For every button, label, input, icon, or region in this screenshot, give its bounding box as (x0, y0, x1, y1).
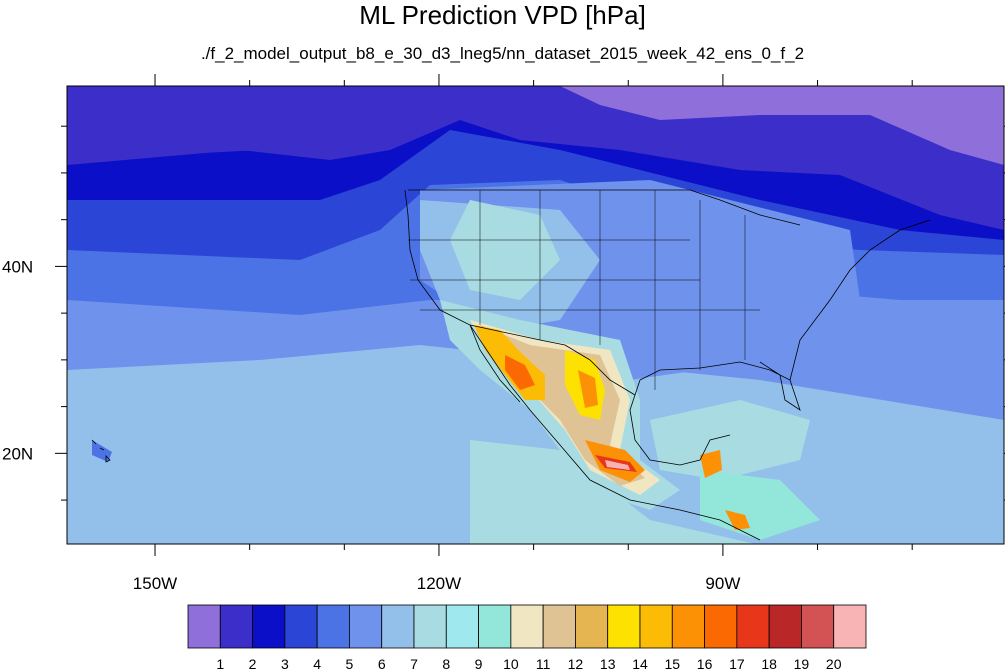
vpd-zone-central-america (725, 510, 750, 530)
colorbar-swatch (349, 604, 383, 649)
colorbar-label: 2 (249, 656, 257, 672)
colorbar-label: 16 (697, 656, 713, 672)
vpd-zone-sonora-core (505, 355, 535, 390)
hawaii-islands (91, 439, 111, 463)
colorbar-swatch (542, 604, 576, 649)
colorbar-swatch (607, 604, 641, 649)
x-tick-label: 120W (417, 574, 461, 593)
vpd-zone-rockies (450, 200, 560, 300)
vpd-zone-central-mexico-peak (605, 460, 630, 470)
colorbar-swatch (736, 604, 770, 649)
colorbar-swatch (445, 604, 479, 649)
coastline-east (789, 219, 931, 381)
vpd-zone-alaska (67, 86, 330, 160)
chart-title: ML Prediction VPD [hPa] (359, 0, 646, 30)
colorbar-swatch (187, 604, 221, 649)
colorbar-swatch (575, 604, 609, 649)
state-lines (408, 190, 760, 390)
colorbar-swatch (639, 604, 673, 649)
vpd-zone-yucatan (700, 450, 722, 478)
map-frame (66, 85, 1005, 545)
colorbar-swatch (413, 604, 447, 649)
colorbar-label: 18 (761, 656, 777, 672)
vpd-zone-caribbean (700, 470, 820, 540)
colorbar-label: 11 (536, 656, 551, 672)
colorbar-label: 13 (600, 656, 616, 672)
coastline-gulf-mexico (629, 379, 731, 466)
colorbar-label: 3 (281, 656, 289, 672)
coastline-west (404, 189, 761, 541)
colorbar-swatch (768, 604, 802, 649)
colorbar-label: 1 (216, 656, 224, 672)
colorbar-label: 12 (568, 656, 584, 672)
y-tick-label: 20N (2, 444, 33, 463)
vpd-zone-chihuahua-core (578, 370, 598, 408)
colorbar-swatch (704, 604, 738, 649)
colorbar-swatch (252, 604, 286, 649)
coastline-gulf (639, 361, 801, 411)
colorbar-swatch (833, 604, 867, 649)
y-tick-label: 40N (2, 257, 33, 276)
coastline-baja (469, 324, 521, 403)
colorbar-swatch (284, 604, 318, 649)
colorbar-label: 5 (346, 656, 354, 672)
border-us-mexico (469, 324, 636, 396)
colorbar-label: 4 (313, 656, 321, 672)
colorbar: 1 2 3 4 5 6 7 8 9 10 11 12 13 14 15 16 17 18 19 20 (187, 604, 867, 672)
colorbar-label: 15 (664, 656, 680, 672)
colorbar-swatch (219, 604, 253, 649)
colorbar-label: 6 (378, 656, 386, 672)
chart-subtitle: ./f_2_model_output_b8_e_30_d3_lneg5/nn_d… (200, 44, 805, 63)
axes: 150W 120W 90W 40N 20N (2, 74, 1005, 593)
colorbar-label: 8 (442, 656, 450, 672)
colorbar-swatch (510, 604, 544, 649)
x-tick-label: 150W (133, 574, 177, 593)
vpd-zone-gulf (650, 400, 810, 480)
coastlines (91, 189, 931, 541)
colorbar-swatch (801, 604, 835, 649)
colorbar-label: 20 (826, 656, 842, 672)
colorbar-label: 9 (475, 656, 483, 672)
colorbar-swatch (671, 604, 705, 649)
colorbar-label: 10 (503, 656, 519, 672)
colorbar-swatch (316, 604, 350, 649)
colorbar-swatch (381, 604, 415, 649)
x-tick-label: 90W (705, 574, 740, 593)
colorbar-swatch (478, 604, 512, 649)
colorbar-label: 7 (410, 656, 418, 672)
colorbar-label: 14 (632, 656, 648, 672)
colorbar-label: 19 (794, 656, 810, 672)
border-us-canada (408, 189, 801, 226)
colorbar-label: 17 (729, 656, 745, 672)
vpd-field (67, 86, 1004, 544)
vpd-zone-arctic (560, 86, 1004, 165)
